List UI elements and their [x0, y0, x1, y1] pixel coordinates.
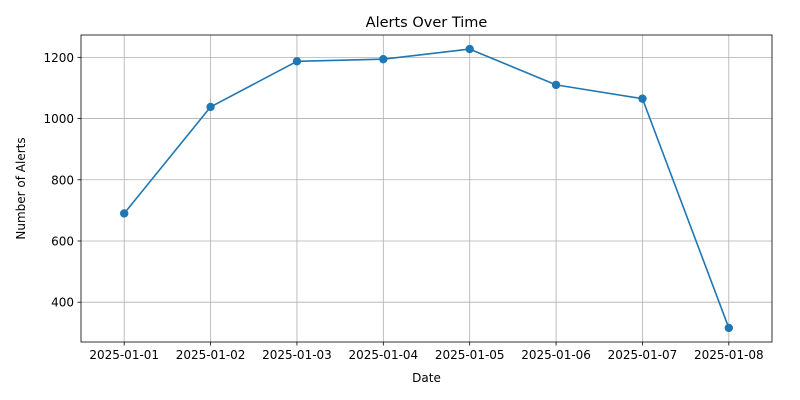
x-axis-title: Date — [412, 371, 441, 385]
axis-ticks: 2025-01-01 2025-01-02 2025-01-03 2025-01-04… — [43, 51, 763, 362]
series-layer — [119, 44, 734, 333]
y-tick-label: 600 — [51, 234, 74, 248]
chart-title: Alerts Over Time — [366, 15, 488, 31]
x-tick-label: 2025-01-02 — [176, 348, 246, 362]
data-point — [638, 94, 647, 103]
grid — [81, 35, 772, 342]
x-tick-label: 2025-01-04 — [348, 348, 418, 362]
x-tick-label: 2025-01-03 — [262, 348, 332, 362]
x-tick-label: 2025-01-06 — [521, 348, 591, 362]
data-point — [551, 80, 561, 90]
data-point — [119, 209, 129, 218]
x-tick-label: 2025-01-07 — [608, 348, 678, 362]
x-tick-label: 2025-01-05 — [435, 348, 505, 362]
series-line — [123, 48, 730, 329]
y-tick-label: 1200 — [43, 51, 74, 65]
data-point — [292, 57, 302, 66]
data-point — [465, 44, 474, 54]
x-tick-label: 2025-01-08 — [694, 348, 764, 362]
y-tick-label: 800 — [51, 173, 74, 187]
y-tick-label: 400 — [51, 296, 74, 310]
data-point — [379, 54, 388, 64]
x-tick-label: 2025-01-01 — [89, 348, 159, 362]
data-point — [724, 323, 734, 333]
y-tick-label: 1000 — [43, 112, 74, 126]
data-point — [206, 102, 215, 112]
y-axis-title: Number of Alerts — [14, 137, 28, 239]
plot-frame — [80, 34, 773, 343]
